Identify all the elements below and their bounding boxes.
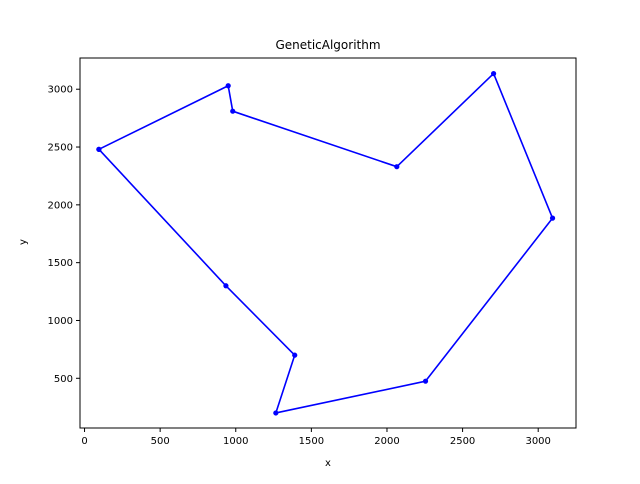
plot-area <box>96 71 556 416</box>
axes-frame <box>79 57 577 429</box>
data-point <box>273 410 279 416</box>
y-tick-label: 1000 <box>48 316 73 327</box>
data-point <box>292 352 298 358</box>
y-tick-label: 500 <box>54 374 73 385</box>
data-point <box>225 83 231 89</box>
x-tick-label: 0 <box>81 436 87 447</box>
y-tick-label: 2000 <box>48 200 73 211</box>
y-tick-label: 2500 <box>48 143 73 154</box>
y-tick-label: 1500 <box>48 258 73 269</box>
data-point <box>422 378 429 384</box>
data-point <box>490 71 497 77</box>
data-point <box>230 108 236 114</box>
x-axis-label: x <box>325 458 331 469</box>
x-tick-label: 1000 <box>223 436 248 447</box>
data-point <box>96 146 102 152</box>
data-point <box>394 164 400 170</box>
chart-title: GeneticAlgorithm <box>275 38 380 52</box>
data-point <box>549 215 556 221</box>
x-axis: 0 500 1000 1500 2000 2500 3000 <box>81 428 551 447</box>
x-tick-label: 1500 <box>299 436 324 447</box>
x-tick-label: 2500 <box>450 436 475 447</box>
x-tick-label: 3000 <box>525 436 550 447</box>
y-tick-label: 3000 <box>48 85 73 96</box>
x-tick-label: 500 <box>151 436 170 447</box>
data-point <box>223 283 229 289</box>
x-tick-label: 2000 <box>374 436 399 447</box>
y-axis-label: y <box>18 239 29 245</box>
y-axis: 500 1000 1500 2000 2500 3000 <box>48 85 80 385</box>
